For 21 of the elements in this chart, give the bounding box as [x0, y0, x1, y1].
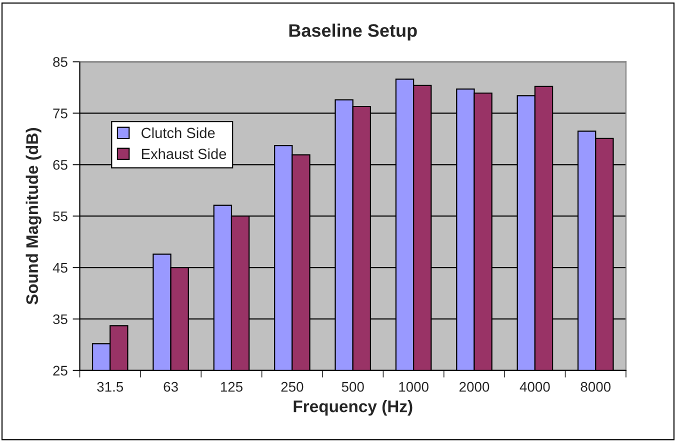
legend-label: Exhaust Side [142, 148, 226, 160]
y-tick-label: 35 [53, 314, 68, 324]
x-axis-title: Frequency (Hz) [294, 400, 412, 416]
x-tick-label: 4000 [520, 382, 550, 392]
x-tick-label: 8000 [580, 382, 611, 392]
x-tick-label: 500 [342, 382, 364, 392]
x-tick-label: 63 [164, 382, 178, 392]
y-tick-label: 65 [53, 160, 68, 170]
y-axis-title: Sound Magnitude (dB) [26, 128, 42, 304]
y-tick-label: 75 [53, 108, 68, 118]
chart-title: Baseline Setup [289, 24, 417, 40]
legend-label: Clutch Side [142, 127, 215, 138]
x-tick-label: 31.5 [97, 382, 124, 392]
y-tick-label: 55 [53, 212, 68, 222]
x-tick-label: 2000 [460, 382, 490, 392]
y-tick-label: 85 [53, 57, 68, 67]
x-tick-label: 250 [281, 382, 304, 392]
x-tick-label: 1000 [399, 382, 428, 392]
y-tick-label: 45 [52, 263, 68, 273]
y-tick-label: 25 [53, 366, 68, 376]
x-tick-label: 125 [220, 382, 242, 392]
